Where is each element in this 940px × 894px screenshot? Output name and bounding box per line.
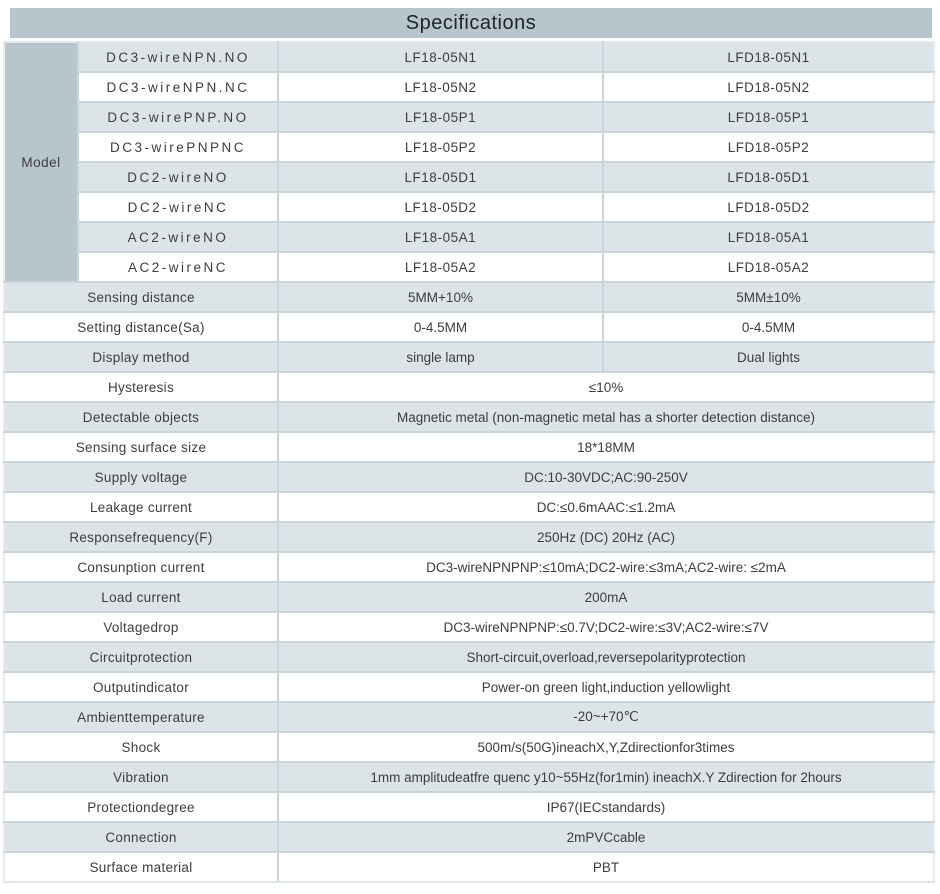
spec-label-cell: Detectable objects xyxy=(3,401,279,433)
table-row: Display method single lamp Dual lights xyxy=(3,341,935,373)
model-code-lf-cell: LF18-05A2 xyxy=(277,251,604,283)
spec-label-cell: Leakage current xyxy=(3,491,279,523)
spec-label-cell: Responsefrequency(F) xyxy=(3,521,279,553)
spec-value-cell: 250Hz (DC) 20Hz (AC) xyxy=(277,521,935,553)
spec-value-cell: DC:10-30VDC;AC:90-250V xyxy=(277,461,935,493)
model-code-lf-cell: LF18-05D2 xyxy=(277,191,604,223)
model-code-lfd-cell: LFD18-05A2 xyxy=(602,251,935,283)
table-row: Responsefrequency(F) 250Hz (DC) 20Hz (AC… xyxy=(3,521,935,553)
spec-value-cell: -20~+70℃ xyxy=(277,701,935,733)
table-row: Detectable objects Magnetic metal (non-m… xyxy=(3,401,935,433)
table-row: Model DC3-wireNPN.NO LF18-05N1 LFD18-05N… xyxy=(3,41,935,283)
table-row: Consunption current DC3-wireNPNPNP:≤10mA… xyxy=(3,551,935,583)
model-code-lfd-cell: LFD18-05P2 xyxy=(602,131,935,163)
model-type-cell: DC3-wireNPN.NC xyxy=(77,71,279,103)
table-row: Vibration 1mm amplitudeatfre quenc y10~5… xyxy=(3,761,935,793)
table-row: AC2-wireNO LF18-05A1 LFD18-05A1 xyxy=(4,221,935,253)
spec-value-cell: Dual lights xyxy=(602,341,935,373)
spec-label-cell: Protectiondegree xyxy=(3,791,279,823)
spec-label-cell: Hysteresis xyxy=(3,371,279,403)
spec-value-cell: 200mA xyxy=(277,581,935,613)
model-type-cell: AC2-wireNO xyxy=(77,221,279,253)
table-row: Setting distance(Sa) 0-4.5MM 0-4.5MM xyxy=(3,311,935,343)
table-row: Sensing distance 5MM+10% 5MM±10% xyxy=(3,281,935,313)
table-row: Protectiondegree IP67(IECstandards) xyxy=(3,791,935,823)
model-code-lf-cell: LF18-05D1 xyxy=(277,161,604,193)
model-code-lfd-cell: LFD18-05P1 xyxy=(602,101,935,133)
model-type-cell: DC3-wirePNP.NO xyxy=(77,101,279,133)
spec-value-cell: 0-4.5MM xyxy=(277,311,604,343)
table-row: Outputindicator Power-on green light,ind… xyxy=(3,671,935,703)
spec-label-cell: Load current xyxy=(3,581,279,613)
model-code-lf-cell: LF18-05A1 xyxy=(277,221,604,253)
spec-value-cell: DC:≤0.6mAAC:≤1.2mA xyxy=(277,491,935,523)
table-row: DC2-wireNC LF18-05D2 LFD18-05D2 xyxy=(4,191,935,223)
model-type-cell: AC2-wireNC xyxy=(77,251,279,283)
model-code-lfd-cell: LFD18-05A1 xyxy=(602,221,935,253)
model-type-cell: DC2-wireNO xyxy=(77,161,279,193)
table-row: Surface material PBT xyxy=(3,851,935,883)
model-code-lf-cell: LF18-05N1 xyxy=(277,41,604,73)
spec-label-cell: Sensing surface size xyxy=(3,431,279,463)
spec-label-cell: Connection xyxy=(3,821,279,853)
spec-value-cell: 5MM+10% xyxy=(277,281,604,313)
table-row: Load current 200mA xyxy=(3,581,935,613)
table-row: Hysteresis ≤10% xyxy=(3,371,935,403)
table-row: DC2-wireNO LF18-05D1 LFD18-05D1 xyxy=(4,161,935,193)
specifications-table: Model DC3-wireNPN.NO LF18-05N1 LFD18-05N… xyxy=(3,41,935,883)
table-row: AC2-wireNC LF18-05A2 LFD18-05A2 xyxy=(4,251,935,283)
spec-value-cell: DC3-wireNPNPNP:≤10mA;DC2-wire:≤3mA;AC2-w… xyxy=(277,551,935,583)
spec-value-cell: PBT xyxy=(277,851,935,883)
table-row: Supply voltage DC:10-30VDC;AC:90-250V xyxy=(3,461,935,493)
spec-label-cell: Ambienttemperature xyxy=(3,701,279,733)
model-code-lfd-cell: LFD18-05D2 xyxy=(602,191,935,223)
spec-label-cell: Sensing distance xyxy=(3,281,279,313)
spec-value-cell: 0-4.5MM xyxy=(602,311,935,343)
spec-value-cell: 2mPVCcable xyxy=(277,821,935,853)
spec-label-cell: Display method xyxy=(3,341,279,373)
spec-value-cell: 500m/s(50G)ineachX,Y,Zdirectionfor3times xyxy=(277,731,935,763)
model-code-lfd-cell: LFD18-05N1 xyxy=(602,41,935,73)
model-type-cell: DC2-wireNC xyxy=(77,191,279,223)
model-code-lf-cell: LF18-05N2 xyxy=(277,71,604,103)
model-code-lfd-cell: LFD18-05N2 xyxy=(602,71,935,103)
table-row: DC3-wireNPN.NC LF18-05N2 LFD18-05N2 xyxy=(4,71,935,103)
table-row: Ambienttemperature -20~+70℃ xyxy=(3,701,935,733)
model-code-lfd-cell: LFD18-05D1 xyxy=(602,161,935,193)
table-row: Circuitprotection Short-circuit,overload… xyxy=(3,641,935,673)
spec-label-cell: Supply voltage xyxy=(3,461,279,493)
spec-value-cell: 5MM±10% xyxy=(602,281,935,313)
model-type-cell: DC3-wirePNPNC xyxy=(77,131,279,163)
model-section-header: Model xyxy=(3,41,79,283)
model-code-lf-cell: LF18-05P1 xyxy=(277,101,604,133)
spec-value-cell: IP67(IECstandards) xyxy=(277,791,935,823)
spec-label-cell: Vibration xyxy=(3,761,279,793)
spec-label-cell: Surface material xyxy=(3,851,279,883)
table-row: DC3-wirePNPNC LF18-05P2 LFD18-05P2 xyxy=(4,131,935,163)
spec-label-cell: Outputindicator xyxy=(3,671,279,703)
spec-value-cell: ≤10% xyxy=(277,371,935,403)
spec-value-cell: Power-on green light,induction yellowlig… xyxy=(277,671,935,703)
table-row: Shock 500m/s(50G)ineachX,Y,Zdirectionfor… xyxy=(3,731,935,763)
spec-value-cell: Magnetic metal (non-magnetic metal has a… xyxy=(277,401,935,433)
spec-label-cell: Voltagedrop xyxy=(3,611,279,643)
table-row: Voltagedrop DC3-wireNPNPNP:≤0.7V;DC2-wir… xyxy=(3,611,935,643)
model-type-cell: DC3-wireNPN.NO xyxy=(77,41,279,73)
spec-value-cell: single lamp xyxy=(277,341,604,373)
spec-value-cell: 18*18MM xyxy=(277,431,935,463)
table-row: Leakage current DC:≤0.6mAAC:≤1.2mA xyxy=(3,491,935,523)
spec-value-cell: 1mm amplitudeatfre quenc y10~55Hz(for1mi… xyxy=(277,761,935,793)
spec-label-cell: Shock xyxy=(3,731,279,763)
spec-label-cell: Circuitprotection xyxy=(3,641,279,673)
spec-label-cell: Setting distance(Sa) xyxy=(3,311,279,343)
spec-value-cell: Short-circuit,overload,reversepolaritypr… xyxy=(277,641,935,673)
table-row: Sensing surface size 18*18MM xyxy=(3,431,935,463)
model-code-lf-cell: LF18-05P2 xyxy=(277,131,604,163)
spec-value-cell: DC3-wireNPNPNP:≤0.7V;DC2-wire:≤3V;AC2-wi… xyxy=(277,611,935,643)
table-row: Connection 2mPVCcable xyxy=(3,821,935,853)
spec-label-cell: Consunption current xyxy=(3,551,279,583)
table-row: DC3-wirePNP.NO LF18-05P1 LFD18-05P1 xyxy=(4,101,935,133)
table-title: Specifications xyxy=(10,8,932,38)
